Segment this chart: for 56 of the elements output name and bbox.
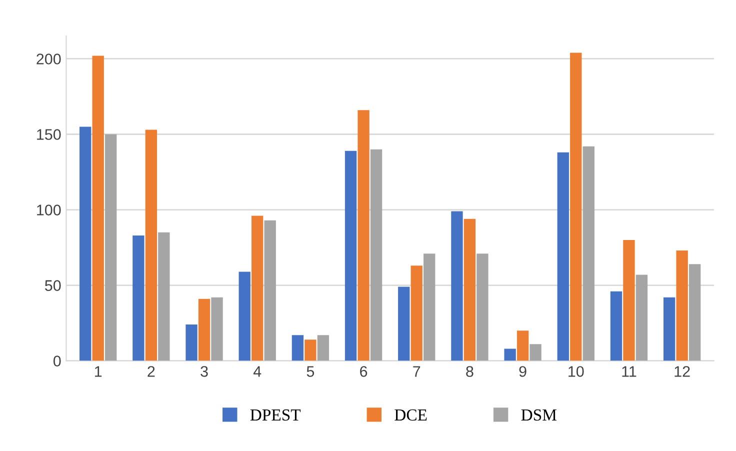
bar bbox=[304, 340, 316, 361]
bar bbox=[464, 218, 476, 361]
x-tick-label: 1 bbox=[95, 366, 102, 377]
x-tick-label: 2 bbox=[148, 366, 155, 377]
bar bbox=[145, 130, 158, 361]
x-tick-label: 12 bbox=[674, 366, 690, 377]
bar bbox=[530, 344, 542, 361]
y-tick-label: 200 bbox=[36, 54, 61, 64]
bar bbox=[238, 272, 250, 361]
bar bbox=[252, 216, 264, 361]
bar bbox=[676, 250, 688, 361]
bar bbox=[186, 324, 198, 361]
x-tick-label: 3 bbox=[200, 366, 208, 377]
x-tick-label: 5 bbox=[306, 366, 314, 377]
bar bbox=[344, 150, 357, 361]
bar bbox=[636, 274, 648, 361]
x-tick-label: 4 bbox=[253, 366, 262, 377]
bar bbox=[211, 297, 223, 361]
bar bbox=[610, 291, 622, 361]
x-tick-label: 6 bbox=[360, 366, 368, 377]
y-tick-label: 0 bbox=[53, 356, 61, 366]
bar bbox=[424, 254, 436, 361]
legend-label: DSM bbox=[521, 409, 556, 421]
x-tick-label: 7 bbox=[413, 366, 420, 377]
bar bbox=[198, 298, 210, 361]
bar bbox=[80, 126, 92, 361]
y-tick-label: 50 bbox=[45, 280, 61, 291]
y-tick-label: 150 bbox=[37, 129, 61, 140]
bar bbox=[410, 266, 422, 361]
bar bbox=[398, 286, 410, 361]
legend-label: DCE bbox=[394, 409, 427, 421]
bar bbox=[358, 110, 370, 361]
legend-label: DPEST bbox=[250, 409, 301, 421]
bar bbox=[292, 335, 304, 361]
bar bbox=[663, 297, 676, 361]
bar bbox=[92, 56, 104, 361]
bar bbox=[476, 254, 488, 361]
bar bbox=[582, 146, 594, 361]
bar bbox=[557, 152, 569, 361]
bar bbox=[570, 52, 582, 361]
x-tick-label: 8 bbox=[466, 366, 474, 377]
bar bbox=[504, 348, 516, 361]
bar bbox=[688, 264, 701, 361]
bar bbox=[158, 232, 170, 361]
y-tick-label: 100 bbox=[37, 204, 61, 216]
bar bbox=[516, 330, 529, 361]
bar bbox=[451, 211, 463, 361]
bar bbox=[264, 220, 276, 361]
x-tick-label: 11 bbox=[622, 366, 636, 377]
bar bbox=[623, 240, 635, 361]
bar bbox=[317, 335, 330, 361]
x-tick-label: 10 bbox=[568, 366, 584, 377]
bar bbox=[370, 149, 382, 361]
bar bbox=[132, 235, 144, 361]
bar bbox=[104, 134, 117, 361]
x-tick-label: 9 bbox=[519, 366, 526, 377]
